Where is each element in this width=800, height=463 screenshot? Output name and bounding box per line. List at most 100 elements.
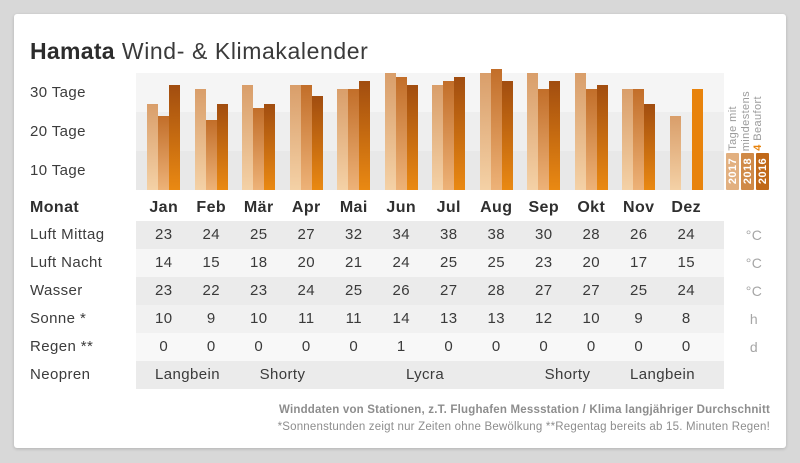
table-cell: 23 [535,254,553,271]
bar-2017-mai [337,89,349,190]
table-cell: 0 [349,338,359,355]
month-group-sep [520,73,568,190]
table-cell: 38 [487,226,505,243]
footer-line-2: *Sonnenstunden zeigt nur Zeiten ohne Bew… [277,421,770,433]
bar-2017-sep [527,73,539,190]
row-band [136,249,724,277]
month-group-jan [140,73,188,190]
row-cells: 10 9 10 11 11 14 13 13 12 10 9 8 [140,305,710,333]
bar-2018-jan [158,116,170,190]
climate-table: Monat Jan Feb Mär Apr Mai Jun Jul Aug Sep Okt Nov De… [14,195,786,389]
table-cell: 27 [535,282,553,299]
y-axis-label: 10 Tage [30,161,86,179]
unit-label-wasser: °C [745,283,763,299]
month-group-jun [378,73,426,190]
table-cell: 9 [634,310,644,327]
table-cell: 10 [250,310,268,327]
table-cell: 27 [297,226,315,243]
table-cell: 11 [345,310,362,327]
month-group-aug [473,69,521,190]
neopren-segment-langbein: Langbein [155,366,220,383]
table-cell: 26 [630,226,648,243]
row-label-sonne: Sonne * [30,310,87,327]
table-cell: 27 [440,282,458,299]
neopren-segment-langbein: Langbein [630,366,695,383]
bar-2018-sep [538,89,550,190]
table-cell: 12 [535,310,553,327]
table-cell: 15 [677,254,695,271]
unit-label-sonne: h [749,311,759,327]
bar-2016-mar [264,104,276,190]
row-band [136,361,724,389]
legend-year-label: 2016 [756,158,769,185]
table-row-neopren: Neopren Langbein Shorty Lycra Shorty Langbein [14,361,786,389]
chart-bars [140,69,710,190]
page-title: Hamata Wind- & Klimakalender [30,38,368,65]
bar-2016-jul [454,77,466,190]
legend-line-1: Tage mit [727,106,739,151]
month-group-mai [330,73,378,190]
bar-2016-mai [359,81,371,190]
table-cell: 0 [634,338,644,355]
table-cell: 27 [582,282,600,299]
neopren-segment-lycra: Lycra [405,366,445,383]
table-cell: 24 [677,226,695,243]
table-cell: 24 [202,226,220,243]
bar-2016-nov [644,104,656,190]
y-axis-label: 30 Tage [30,83,86,101]
month-group-mar [235,73,283,190]
legend-beaufort-text: Beaufort [752,96,764,145]
bar-2017-jul [432,85,444,190]
table-cell: 13 [440,310,458,327]
table-cell: 15 [202,254,220,271]
table-cell: 25 [440,254,458,271]
table-cell: 10 [582,310,600,327]
table-cell: 0 [301,338,311,355]
table-cell: 32 [345,226,363,243]
month-header-cells: Jan Feb Mär Apr Mai Jun Jul Aug Sep Okt Nov Dez [140,195,710,221]
month-group-feb [188,73,236,190]
unit-label-luft-nacht: °C [745,255,763,271]
legend-line-2: mindestens [739,90,752,151]
bar-2018-jun [395,77,407,190]
neopren-segment-shorty: Shorty [544,366,591,383]
month-header-row: Monat Jan Feb Mär Apr Mai Jun Jul Aug Sep Okt Nov De… [14,195,786,221]
table-cell: 0 [254,338,264,355]
bar-2016-feb [216,104,228,190]
row-cells: 0 0 0 0 0 1 0 0 0 0 0 0 [140,333,710,361]
table-cell: 0 [681,338,691,355]
row-label-regen: Regen ** [30,338,94,355]
bar-2016-aug [501,81,513,190]
bar-2016-sep [549,81,561,190]
table-cell: 0 [159,338,169,355]
month-header-label: Monat [30,199,80,216]
table-cell: 38 [440,226,458,243]
table-cell: 0 [491,338,501,355]
table-cell: 25 [487,254,505,271]
bar-2016-jan [169,85,181,190]
bar-2016-okt [596,85,608,190]
table-cell: 23 [155,282,173,299]
legend-year-chip-2017: 2017 [726,153,739,190]
table-cell: 9 [206,310,216,327]
table-cell: 18 [250,254,268,271]
table-cell: 1 [396,338,406,355]
legend-beaufort-number: 4 [752,144,764,151]
table-row-luft-mittag: Luft Mittag 23 24 25 27 32 34 38 38 30 28 26 24 °C [14,221,786,249]
y-axis-label: 20 Tage [30,122,86,140]
bar-2018-jul [443,81,455,190]
bar-2018-aug [490,69,502,190]
table-cell: 0 [586,338,596,355]
bar-2016-dez [691,89,703,190]
month-label-jul: Jul [436,199,461,216]
legend-line-3: 4 Beaufort [752,96,765,151]
row-band [136,305,724,333]
bar-2018-feb [205,120,217,190]
table-cell: 21 [345,254,363,271]
table-cell: 25 [345,282,363,299]
table-cell: 28 [582,226,600,243]
table-cell: 14 [155,254,173,271]
bar-2017-feb [194,89,206,190]
unit-label-regen: d [749,339,759,355]
